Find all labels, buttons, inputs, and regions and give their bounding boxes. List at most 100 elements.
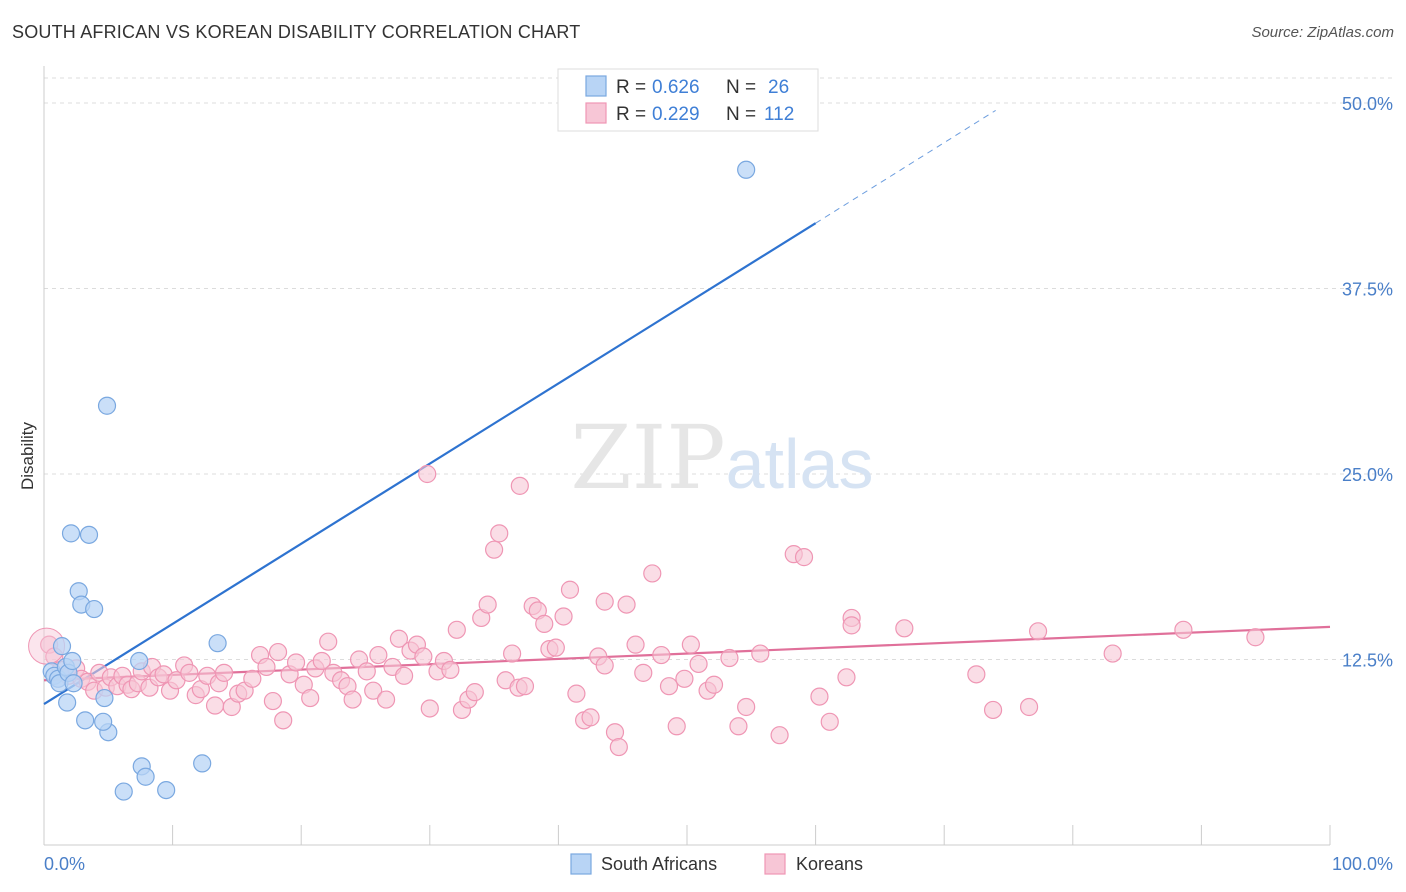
korean-point [634,663,653,682]
korean-point [820,712,839,731]
korean-point [626,635,645,654]
korean-point [659,677,679,696]
korean-point [319,632,338,651]
korean-point [263,691,283,711]
korean-point [535,614,554,633]
bottom-legend-swatch-koreans [764,853,786,875]
korean-point [567,684,586,703]
data-points [28,160,1265,801]
korean-point [394,666,414,685]
south-african-trend-line [43,222,817,705]
south-african-point [79,525,99,544]
korean-point [895,619,914,638]
korean-point [418,464,437,484]
south-african-point [85,599,104,619]
korean-point [794,548,814,567]
korean-point [560,580,580,599]
korean-point [478,595,497,614]
korean-point [214,663,234,682]
south-african-point [63,651,82,671]
korean-point [343,690,362,709]
legend-n-label: N = [726,77,756,98]
korean-point [301,688,320,708]
korean-point [485,540,504,559]
korean-point [729,717,748,736]
korean-point [515,677,535,696]
korean-point [983,700,1003,720]
korean-point [274,711,293,730]
y-axis-label: Disability [18,421,37,490]
korean-point [609,737,628,757]
y-tick-label: 50.0% [1342,94,1393,114]
legend-swatch-koreans [585,102,607,124]
korean-point [465,683,484,702]
south-african-trend-extension [815,109,996,224]
legend-r-value: 0.229 [652,104,700,125]
south-african-point [76,711,95,730]
korean-point [205,696,225,715]
korean-point [837,668,856,687]
korean-trend-line [43,625,1331,682]
bottom-legend: South Africans Koreans [570,853,863,875]
legend-n-value: 112 [764,104,794,125]
legend-n-value: 26 [768,77,789,98]
korean-point [420,699,439,718]
source-label: Source: ZipAtlas.com [1251,24,1394,41]
korean-point [357,662,376,681]
watermark-atlas: atlas [726,425,874,503]
korean-point [1019,697,1039,717]
korean-point [770,726,789,745]
south-african-point [130,651,149,671]
korean-point [257,657,276,677]
korean-point [389,629,409,648]
korean-point [376,690,396,709]
korean-point [681,635,700,654]
korean-point [503,644,522,663]
korean-point [751,644,770,663]
korean-point [704,675,724,694]
south-african-point [58,693,77,712]
watermark-zip: ZIP [571,406,726,509]
bottom-legend-swatch-south-africans [570,853,592,875]
axes [43,66,1331,846]
south-african-point [114,782,133,801]
legend: R = 0.626 N = 26 R = 0.229 N = 112 [557,68,819,132]
south-african-point [208,634,227,653]
watermark: ZIPatlas [571,406,874,509]
korean-point [675,669,694,688]
korean-point [364,681,383,700]
south-african-point [52,637,72,656]
korean-point [369,645,388,665]
korean-point [414,647,433,666]
korean-point [1174,620,1193,639]
korean-point [689,654,708,674]
korean-point [595,656,614,675]
south-african-point [97,396,117,415]
bottom-legend-label-koreans: Koreans [796,854,863,874]
grid-lines [44,77,1394,660]
korean-point [312,651,331,671]
korean-point [546,638,565,657]
korean-point [720,648,739,668]
korean-point [967,665,986,684]
korean-point [652,645,671,665]
south-african-point [61,524,81,543]
legend-n-label: N = [726,104,756,125]
korean-point [643,564,662,583]
korean-point [605,723,625,742]
korean-point [554,607,573,626]
trend-lines [43,109,1331,705]
legend-r-label: R = [616,104,646,125]
south-african-point [737,160,756,179]
x-tick-label: 0.0% [44,854,85,874]
korean-point [667,717,686,736]
south-african-point [64,674,83,693]
korean-point [1028,622,1048,641]
korean-point [595,592,614,611]
korean-point [1246,628,1265,647]
south-african-point [95,688,114,708]
korean-point [441,660,460,679]
y-tick-label: 12.5% [1342,651,1393,671]
y-tick-label: 37.5% [1342,280,1393,300]
